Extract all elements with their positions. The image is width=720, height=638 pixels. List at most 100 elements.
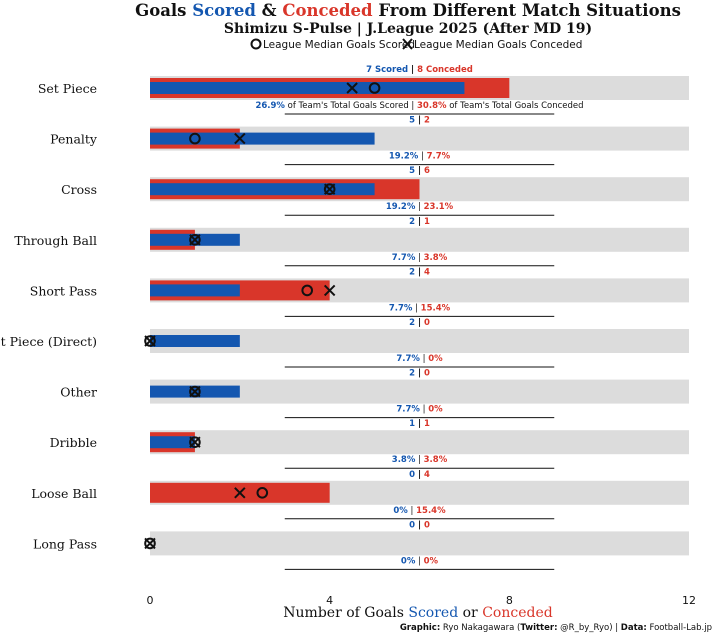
percent-scored: 7.7% xyxy=(396,354,420,364)
percent-scored: 19.2% xyxy=(386,202,416,212)
category-row: Through Ball 2 | 1 7.7% | 3.8% xyxy=(14,217,689,267)
bar-scored xyxy=(150,335,240,347)
count-annotation: 2 | 4 xyxy=(409,267,430,277)
percent-separator: | xyxy=(412,303,420,313)
count-scored: 1 xyxy=(409,419,415,429)
bar-scored xyxy=(150,132,375,145)
percent-separator: | xyxy=(409,101,417,111)
median-scored-marker xyxy=(189,436,201,449)
percent-conceded: 0% xyxy=(424,556,439,566)
caption: Graphic: Ryo Nakagawara (Twitter: @R_by_… xyxy=(400,623,712,633)
percent-conceded: 0% xyxy=(428,354,443,364)
count-separator: | xyxy=(415,520,424,530)
caption-twitter-label: Twitter: xyxy=(520,623,557,633)
category-row: Loose Ball 0 | 4 0% | 15.4% xyxy=(31,470,689,520)
x-axis-title-scored: Scored xyxy=(408,605,458,621)
caption-graphic-label: Graphic: xyxy=(400,623,440,633)
title-prefix: Goals xyxy=(135,1,192,20)
count-separator: | xyxy=(408,65,417,75)
x-axis-title-prefix: Number of Goals xyxy=(283,605,408,621)
bar-scored xyxy=(150,183,375,196)
median-conceded-marker xyxy=(144,537,156,550)
median-conceded-marker xyxy=(234,487,246,499)
count-annotation: 7 Scored | 8 Conceded xyxy=(366,65,473,75)
legend-median-conceded-label: League Median Goals Conceded xyxy=(414,39,582,51)
title-mid: & xyxy=(256,1,282,20)
median-scored-marker xyxy=(144,537,156,550)
median-scored-marker xyxy=(256,487,269,499)
x-tick-label: 12 xyxy=(682,594,696,607)
percent-conceded: 30.8% xyxy=(417,101,447,111)
x-tick-label: 8 xyxy=(506,594,513,607)
percent-conceded: 15.4% xyxy=(421,303,451,313)
category-row: Long Pass 0 | 0 0% | 0% xyxy=(33,520,689,570)
background-bar xyxy=(150,531,689,556)
category-label: Through Ball xyxy=(14,233,97,248)
caption-data-value: Football-Lab.jp xyxy=(647,623,712,633)
median-conceded-marker xyxy=(323,284,336,297)
category-label: Short Pass xyxy=(30,283,97,298)
count-conceded: 1 xyxy=(424,419,430,429)
percent-scored: 0% xyxy=(401,556,416,566)
count-scored: 0 xyxy=(409,520,415,530)
title-scored-word: Scored xyxy=(192,1,256,20)
median-scored-marker xyxy=(301,284,314,297)
median-conceded-marker xyxy=(234,132,246,145)
category-label: Other xyxy=(60,385,97,400)
percent-conceded-desc: of Team's Total Goals Conceded xyxy=(447,101,584,111)
legend-median-scored-label: League Median Goals Scored xyxy=(263,39,415,51)
count-conceded: 4 xyxy=(424,267,430,277)
count-annotation: 2 | 0 xyxy=(409,318,430,328)
count-scored: 0 xyxy=(409,470,415,480)
median-conceded-marker xyxy=(144,335,156,347)
median-scored-marker xyxy=(189,234,201,246)
legend: League Median Goals Scored League Median… xyxy=(250,38,582,51)
percent-scored: 3.8% xyxy=(392,455,416,465)
percent-scored: 7.7% xyxy=(392,253,416,263)
count-annotation: 2 | 0 xyxy=(409,369,430,379)
caption-data-label: Data: xyxy=(621,623,647,633)
count-separator: | xyxy=(415,369,424,379)
count-conceded: 0 xyxy=(424,520,430,530)
percent-conceded: 23.1% xyxy=(424,202,454,212)
percent-annotation: 7.7% | 0% xyxy=(396,405,443,415)
count-scored: 2 xyxy=(409,217,415,227)
percent-annotation: 19.2% | 23.1% xyxy=(386,202,454,212)
background-bar xyxy=(150,430,689,455)
x-axis-title-or: or xyxy=(458,605,482,621)
count-separator: | xyxy=(415,166,424,176)
category-row: Other 2 | 0 7.7% | 0% xyxy=(60,369,689,419)
count-scored: 5 xyxy=(409,166,415,176)
count-scored: 7 Scored xyxy=(366,65,408,75)
percent-separator: | xyxy=(420,354,428,364)
count-scored: 2 xyxy=(409,267,415,277)
category-row: Short Pass 2 | 4 7.7% | 15.4% xyxy=(30,267,689,317)
percent-annotation: 0% | 15.4% xyxy=(393,506,446,516)
median-scored-marker xyxy=(189,385,201,398)
percent-scored: 0% xyxy=(393,506,408,516)
count-conceded: 4 xyxy=(424,470,430,480)
percent-separator: | xyxy=(415,253,423,263)
percent-scored: 7.7% xyxy=(389,303,413,313)
category-row: Penalty 5 | 2 19.2% | 7.7% xyxy=(50,116,689,166)
percent-separator: | xyxy=(418,152,426,162)
count-conceded: 0 xyxy=(424,318,430,328)
percent-annotation: 7.7% | 15.4% xyxy=(389,303,451,313)
median-scored-marker xyxy=(144,335,156,347)
x-axis-title: Number of Goals Scored or Conceded xyxy=(283,605,552,621)
percent-scored: 7.7% xyxy=(396,405,420,415)
percent-separator: | xyxy=(420,405,428,415)
count-scored: 2 xyxy=(409,369,415,379)
median-conceded-marker xyxy=(323,183,336,195)
count-annotation: 0 | 0 xyxy=(409,520,430,530)
count-conceded: 6 xyxy=(424,166,430,176)
count-separator: | xyxy=(415,470,424,480)
percent-conceded: 15.4% xyxy=(416,506,446,516)
count-annotation: 1 | 1 xyxy=(409,419,430,429)
percent-separator: | xyxy=(415,556,423,566)
chart-title: Goals Scored & Conceded From Different M… xyxy=(135,1,681,20)
count-separator: | xyxy=(415,267,424,277)
percent-separator: | xyxy=(408,506,416,516)
plot-area: Set Piece 7 Scored | 8 Conceded 26.9% of T… xyxy=(0,65,689,570)
percent-annotation: 7.7% | 0% xyxy=(396,354,443,364)
